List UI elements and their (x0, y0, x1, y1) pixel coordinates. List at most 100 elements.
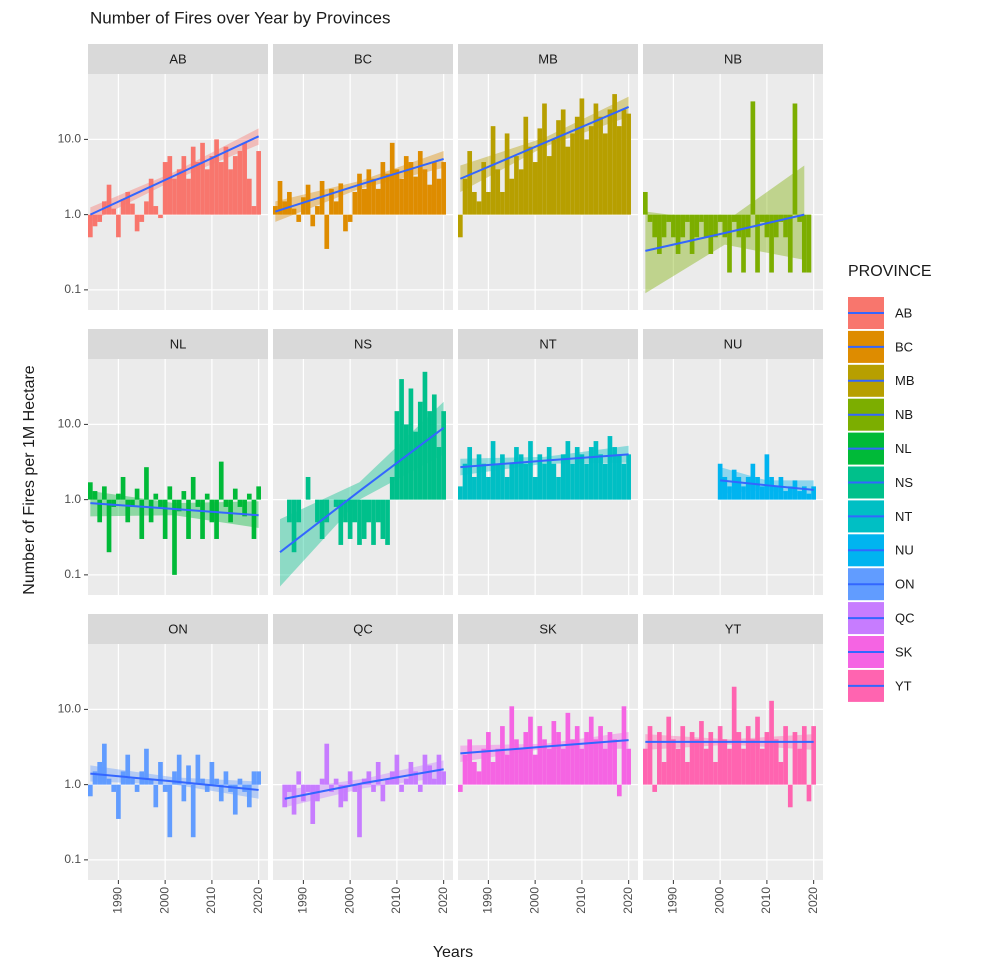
bar (190, 476, 196, 500)
bar (537, 454, 543, 500)
bar (310, 784, 316, 824)
bar (685, 214, 690, 222)
bar (518, 169, 524, 215)
bar (551, 139, 557, 215)
bar (745, 476, 751, 500)
bar (200, 499, 205, 539)
bar (621, 706, 627, 785)
bar (797, 491, 802, 500)
bar (347, 771, 353, 785)
bar (504, 476, 510, 500)
bar (186, 178, 191, 215)
bar (801, 726, 807, 785)
bar (801, 214, 807, 273)
trend-line (90, 502, 259, 517)
bar (172, 178, 177, 215)
bar (333, 778, 339, 785)
strip-label: MB (538, 51, 558, 66)
bar (366, 499, 372, 523)
bar (755, 716, 760, 785)
bar (223, 771, 229, 785)
bar (680, 214, 686, 238)
bar (509, 463, 515, 500)
x-tick-label: 2020 (806, 887, 820, 914)
bar (532, 754, 538, 785)
chart-title: Number of Fires over Year by Provinces (90, 8, 390, 27)
bar (694, 214, 700, 238)
bar (218, 162, 224, 215)
bar (97, 214, 103, 222)
strip-label: NT (539, 336, 556, 351)
bar (626, 454, 631, 500)
bar (773, 214, 779, 238)
bar (689, 214, 695, 254)
bar (296, 771, 302, 785)
bar (228, 784, 233, 792)
trend-line (89, 135, 260, 216)
strip (88, 329, 268, 359)
bar (417, 151, 423, 215)
trend-line (90, 772, 259, 791)
bar (361, 778, 367, 785)
bar (523, 732, 529, 785)
bar (764, 732, 770, 785)
bar (773, 486, 779, 500)
bar (319, 180, 325, 215)
bar (148, 178, 154, 215)
strip (273, 614, 453, 644)
bar (579, 98, 585, 215)
bar (671, 739, 676, 785)
bar (315, 206, 320, 215)
bar (417, 401, 423, 500)
bar (97, 761, 103, 785)
bar (195, 162, 201, 215)
bar (371, 178, 376, 215)
bar (333, 201, 339, 215)
strip (643, 614, 823, 644)
bar (500, 191, 505, 215)
bar (727, 486, 732, 500)
bar (584, 139, 589, 215)
bar (570, 133, 575, 215)
bar (436, 178, 442, 215)
bar (102, 743, 107, 785)
bar (481, 748, 487, 785)
bar (436, 447, 442, 500)
bar (797, 748, 802, 785)
bar (139, 214, 145, 222)
bar (713, 761, 718, 785)
bar (689, 732, 695, 785)
bar (237, 151, 243, 215)
bar (237, 778, 243, 785)
y-tick-label: 10.0 (58, 132, 82, 146)
bar (741, 486, 746, 500)
bar (218, 461, 224, 500)
bar (251, 771, 257, 785)
bar (736, 214, 742, 238)
bar (92, 214, 98, 227)
bar (713, 214, 718, 238)
bar (422, 371, 428, 500)
bar (509, 706, 515, 785)
bar (703, 214, 709, 238)
bar (214, 499, 219, 539)
legend-label: SK (895, 644, 913, 659)
bar (375, 761, 381, 785)
bar (380, 499, 386, 539)
bar (722, 476, 728, 500)
bar (162, 162, 168, 215)
bar (301, 784, 306, 802)
bar (584, 732, 589, 785)
x-tick-label: 2010 (574, 887, 588, 914)
bar (731, 469, 737, 500)
bar (458, 486, 463, 500)
bar (291, 784, 297, 815)
bar (537, 726, 543, 785)
bar (588, 126, 594, 215)
bar (228, 499, 233, 523)
bar (783, 491, 788, 500)
bar (399, 379, 404, 500)
bar (602, 133, 608, 215)
confidence-band (460, 96, 629, 192)
bar (750, 463, 756, 500)
